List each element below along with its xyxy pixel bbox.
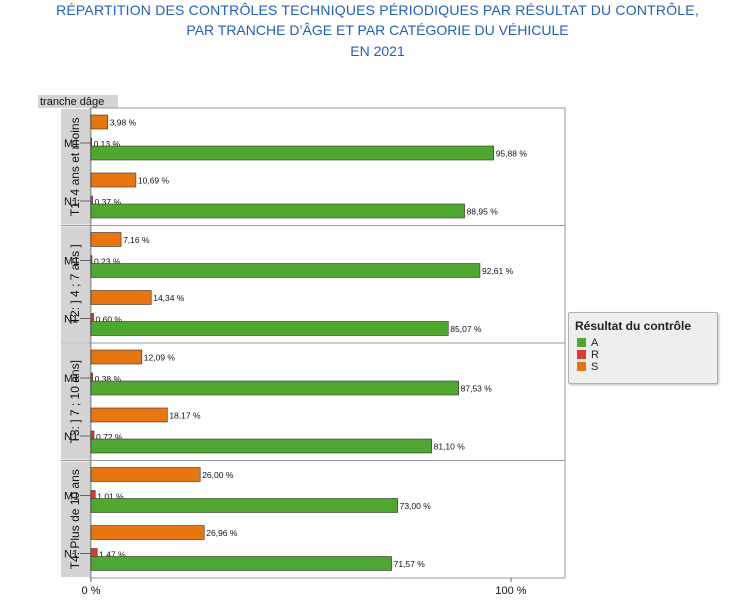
- data-label-a: 81,10 %: [434, 442, 466, 452]
- data-label-r: 0,13 %: [94, 139, 121, 149]
- chart-title-line-2: PAR TRANCHE D’ÂGE ET PAR CATÉGORIE DU VÉ…: [186, 22, 569, 38]
- legend-item-r: R: [577, 349, 599, 361]
- bar-s: [90, 232, 122, 247]
- panel-strip: [61, 344, 89, 460]
- panel-label: T4: Plus de 10 ans: [68, 469, 82, 569]
- data-label-a: 85,07 %: [450, 324, 482, 334]
- chart-title-line-1: RÉPARTITION DES CONTRÔLES TECHNIQUES PÉR…: [56, 2, 699, 18]
- bar-a: [90, 380, 459, 396]
- data-label-s: 12,09 %: [144, 353, 176, 363]
- category-label: M1: [64, 138, 79, 150]
- category-label: M1: [64, 373, 79, 385]
- chart-title-line-3: EN 2021: [350, 43, 405, 59]
- data-label-r: 0,37 %: [95, 197, 122, 207]
- data-label-s: 26,00 %: [202, 470, 234, 480]
- bar-a: [90, 438, 432, 454]
- legend-swatch-a: [577, 338, 586, 347]
- data-label-r: 0,38 %: [95, 374, 122, 384]
- data-label-a: 87,53 %: [461, 384, 493, 394]
- data-label-s: 14,34 %: [153, 293, 185, 303]
- data-label-a: 95,88 %: [496, 149, 528, 159]
- data-label-a: 71,57 %: [394, 559, 426, 569]
- legend-label-s: S: [591, 361, 599, 373]
- x-tick-label: 100 %: [495, 585, 526, 597]
- data-label-r: 0,23 %: [94, 257, 121, 267]
- bar-s: [90, 172, 137, 188]
- bar-a: [90, 498, 398, 513]
- data-label-r: 0,72 %: [96, 432, 123, 442]
- legend-item-a: A: [577, 337, 598, 349]
- panel-header-strip: [38, 95, 118, 108]
- bar-s: [90, 467, 201, 482]
- legend-swatch-r: [577, 350, 586, 359]
- data-label-s: 3,98 %: [110, 118, 137, 128]
- category-label: N1: [64, 549, 78, 561]
- bar-a: [90, 145, 494, 161]
- legend-item-s: S: [577, 361, 598, 373]
- x-tick-label: 0 %: [82, 585, 101, 597]
- bar-a: [90, 556, 392, 571]
- legend: Résultat du contrôle A R S: [568, 312, 718, 384]
- legend-label-a: A: [591, 337, 599, 349]
- data-label-s: 26,96 %: [206, 528, 238, 538]
- bar-a: [90, 203, 465, 219]
- bar-s: [90, 290, 152, 305]
- panel-label: T2: ] 4 ; 7 ans ]: [68, 244, 82, 324]
- bar-s: [90, 525, 205, 540]
- data-label-a: 92,61 %: [482, 266, 514, 276]
- category-label: N1: [64, 431, 78, 443]
- panel-label: T3: ] 7 ; 10 ans]: [68, 360, 82, 443]
- panel-header-label: tranche dâge: [40, 96, 104, 108]
- category-label: M1: [64, 256, 79, 268]
- legend-swatch-s: [577, 362, 586, 371]
- category-label: N1: [64, 314, 78, 326]
- bar-a: [90, 321, 449, 336]
- panel-strip: [61, 109, 89, 225]
- data-label-s: 10,69 %: [138, 176, 170, 186]
- bar-s: [90, 349, 143, 365]
- data-label-r: 1,01 %: [97, 492, 124, 502]
- bar-a: [90, 263, 481, 278]
- panel-strip: [61, 461, 89, 577]
- category-label: M1: [64, 491, 79, 503]
- data-label-a: 73,00 %: [400, 501, 432, 511]
- data-label-a: 88,95 %: [467, 207, 499, 217]
- panel-strip: [61, 226, 89, 342]
- data-label-r: 0,60 %: [96, 315, 123, 325]
- data-label-r: 1,47 %: [99, 550, 126, 560]
- panel-label: T1: 4 ans et moins: [68, 117, 82, 216]
- data-label-s: 18,17 %: [169, 411, 201, 421]
- legend-label-r: R: [591, 349, 599, 361]
- bar-s: [90, 407, 168, 423]
- category-label: N1: [64, 196, 78, 208]
- data-label-s: 7,16 %: [123, 235, 150, 245]
- bar-s: [90, 114, 109, 130]
- legend-title: Résultat du contrôle: [575, 319, 692, 333]
